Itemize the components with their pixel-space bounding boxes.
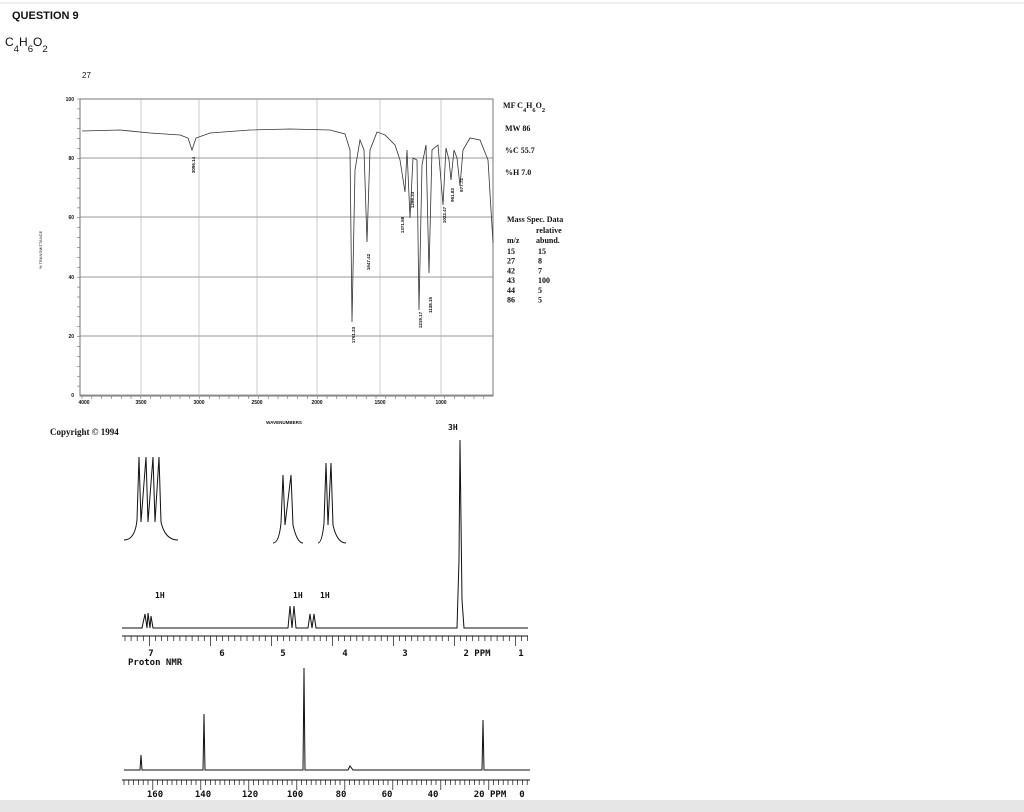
ir-peak-label: 877.72 [459,178,464,192]
ppm-tick-label: 100 [287,790,303,800]
ir-y-tick-label: 80 [68,156,74,162]
formula: C4H6O2 [5,35,48,55]
ppm-tick-label: 60 [382,790,393,800]
integration-label: 1H [320,591,330,600]
ppm-tick-label: 7 [148,649,153,659]
mass-cell: 44 [507,286,515,295]
mass-cell: 43 [507,276,515,285]
percent-h: %H 7.0 [505,168,531,177]
ppm-tick-label: 80 [336,790,347,800]
copyright: Copyright © 1994 [50,427,119,437]
mass-cell: 7 [538,266,542,275]
ir-peak-label: 1298.33 [410,191,415,208]
ir-y-tick-label: 100 [66,97,75,103]
mass-header: m/z [507,236,520,245]
corner-label: 27 [82,71,91,80]
ir-spectrum: 100 80 60 40 20 0 4000 3500 3000 2500 2000 1500 1000… [38,97,494,425]
ir-x-tick-label: 1500 [374,400,385,406]
ppm-tick-label: 3 [402,649,407,659]
ir-x-tick-label: 4000 [78,400,89,406]
question-title: QUESTION 9 [12,10,79,22]
mass-cell: 100 [538,276,550,285]
ir-peak-label: 1219.17 [418,311,423,328]
mass-header: abund. [536,236,560,245]
ir-peak-label: 1138.15 [428,297,433,314]
info-panel: MF C4H6O2 MW 86 %C 55.7 %H 7.0 Mass Spec. Da… [503,101,563,305]
integration-label: 1H [155,591,165,600]
mass-cell: 8 [538,257,542,266]
ir-peak-label: 1647.42 [366,253,371,270]
ir-y-tick-label: 20 [68,334,74,340]
inset-multiplet [272,474,304,544]
ppm-tick-label: 40 [428,790,439,800]
mass-cell: 27 [507,257,515,266]
ir-y-tick-label: 60 [68,215,74,221]
ir-y-label: % TRANSMITTANCE [38,231,43,270]
mass-cell: 5 [538,296,542,305]
proton-spectrum [122,439,528,629]
ir-x-tick-label: 2000 [311,400,322,406]
mass-header: relative [536,226,562,235]
carbon-nmr: 160 140 120 100 80 60 40 20 PPM 0 [122,667,530,800]
ir-peak-label: 1371.58 [400,216,405,233]
ir-x-tick-label: 2500 [251,400,262,406]
bottom-bar [0,800,1024,812]
ppm-tick-label: 0 [519,790,524,800]
percent-c: %C 55.7 [505,146,535,155]
ir-trace [81,128,494,323]
ir-peak-label: 1022.47 [442,206,447,223]
ppm-tick-label: 4 [342,649,348,659]
proton-nmr: 7 6 5 4 3 2 PPM 1 Proton NMR 1H 1H 1H 3H [122,423,528,668]
mass-cell: 42 [507,266,515,275]
integration-label: 1H [293,591,303,600]
ir-y-tick-label: 40 [68,275,74,281]
mass-cell: 15 [538,247,546,256]
ir-peak-label: 1761.23 [351,326,356,343]
mw: MW 86 [505,124,530,133]
mass-cell: 15 [507,247,515,256]
ppm-tick-label: 20 PPM [474,790,507,800]
ir-x-tick-label: 3500 [135,400,146,406]
spectrum-title: Proton NMR [128,658,183,668]
ppm-tick-label: 5 [280,649,285,659]
ir-y-tick-label: 0 [71,393,74,399]
ir-x-label: WAVENUMBERS [266,420,302,425]
mass-title: Mass Spec. Data [507,215,563,224]
ppm-tick-label: 1 [518,649,523,659]
inset-multiplet [123,456,179,541]
ppm-tick-label: 6 [219,649,224,659]
ir-peak-label: 951.83 [450,188,455,202]
ir-x-tick-label: 3000 [193,400,204,406]
ir-peak-label: 3096.14 [191,156,196,173]
carbon-spectrum [124,667,530,771]
integration-label: 3H [448,423,458,432]
ppm-tick-label: 120 [242,790,258,800]
inset-multiplet [317,462,347,544]
mf: MF C4H6O2 [503,101,545,114]
ppm-tick-label: 140 [195,790,211,800]
mass-cell: 86 [507,296,515,305]
ir-x-tick-label: 1000 [435,400,446,406]
mass-cell: 5 [538,286,542,295]
ppm-tick-label: 160 [147,790,163,800]
ppm-tick-label: 2 PPM [463,649,491,659]
